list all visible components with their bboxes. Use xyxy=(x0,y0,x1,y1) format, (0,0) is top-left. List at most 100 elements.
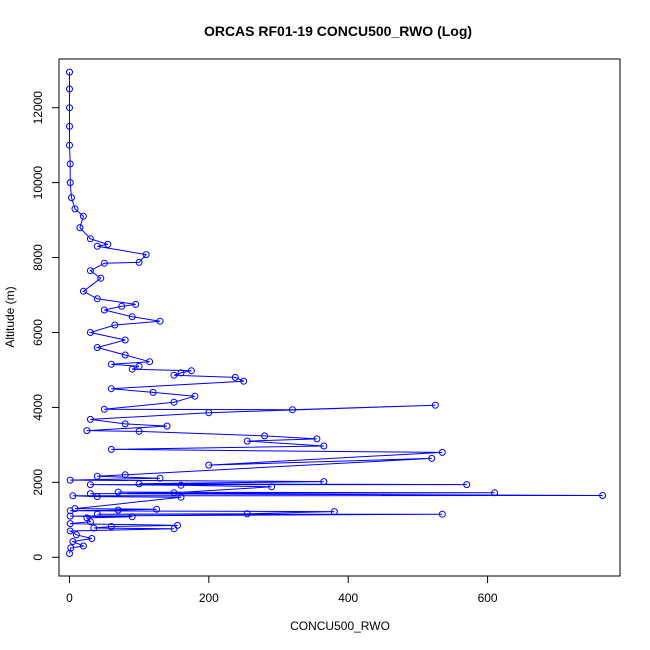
data-point xyxy=(67,544,75,552)
data-point xyxy=(66,68,73,76)
data-point xyxy=(79,212,87,220)
data-point xyxy=(163,422,171,430)
data-point xyxy=(146,358,154,366)
data-point xyxy=(66,179,74,187)
data-point xyxy=(156,474,164,482)
data-point xyxy=(69,538,77,545)
data-point xyxy=(93,510,101,518)
data-point xyxy=(90,524,98,532)
data-point xyxy=(66,104,73,112)
data-point xyxy=(86,329,94,336)
data-point xyxy=(431,401,439,409)
data-point xyxy=(100,405,108,413)
data-point xyxy=(135,480,143,488)
data-point xyxy=(86,490,94,498)
y-tick-label: 6000 xyxy=(31,319,45,346)
data-point xyxy=(463,481,471,489)
data-point xyxy=(86,267,94,275)
data-point xyxy=(135,258,143,266)
data-point xyxy=(100,306,108,314)
data-point xyxy=(177,493,185,501)
x-tick-label: 600 xyxy=(478,591,498,605)
data-point xyxy=(142,251,150,259)
data-point xyxy=(86,518,94,526)
data-point xyxy=(107,523,115,530)
y-tick-label: 2000 xyxy=(31,469,45,496)
x-tick-label: 200 xyxy=(199,591,219,605)
data-point xyxy=(132,300,140,308)
data-point xyxy=(170,489,178,497)
data-point xyxy=(83,514,91,522)
data-point xyxy=(107,445,115,453)
plot-frame xyxy=(58,58,621,577)
data-point xyxy=(104,240,112,248)
data-point xyxy=(114,488,122,496)
data-point xyxy=(438,510,446,518)
data-point xyxy=(72,531,80,539)
data-point xyxy=(93,472,101,480)
data-point xyxy=(66,141,73,149)
data-point xyxy=(76,224,84,232)
data-point xyxy=(86,481,94,489)
data-point xyxy=(135,427,143,435)
data-point xyxy=(66,527,74,535)
data-point xyxy=(69,492,77,500)
data-point xyxy=(93,295,101,303)
data-point xyxy=(177,369,185,377)
data-point xyxy=(330,508,338,516)
data-point xyxy=(320,478,328,486)
data-point xyxy=(243,437,251,445)
data-point xyxy=(121,336,129,344)
data-point xyxy=(68,194,75,202)
series-line xyxy=(68,72,603,554)
data-point xyxy=(261,432,269,440)
data-point xyxy=(135,362,143,370)
data-point xyxy=(83,427,91,435)
data-point xyxy=(71,505,79,513)
data-point xyxy=(289,406,296,414)
data-point xyxy=(79,542,87,550)
data-point xyxy=(243,510,251,518)
data-point xyxy=(111,321,119,329)
data-point xyxy=(170,398,178,406)
data-point xyxy=(177,481,185,489)
data-point xyxy=(170,371,178,379)
data-point xyxy=(121,471,129,479)
x-tick-label: 0 xyxy=(66,591,73,605)
data-point xyxy=(174,521,181,529)
data-point xyxy=(66,512,74,520)
data-point xyxy=(320,442,328,450)
data-point xyxy=(191,392,199,400)
y-tick-label: 12000 xyxy=(31,91,45,125)
data-point xyxy=(268,483,276,491)
y-tick-label: 8000 xyxy=(31,244,45,271)
data-point xyxy=(93,344,101,351)
x-axis: 0 200 400 600 xyxy=(66,575,498,605)
data-point xyxy=(88,535,96,542)
y-tick-label: 10000 xyxy=(31,166,45,200)
data-point xyxy=(128,365,136,373)
data-point xyxy=(231,373,239,381)
data-point xyxy=(107,385,115,393)
data-point xyxy=(114,506,122,514)
data-point xyxy=(93,242,101,250)
data-point xyxy=(187,367,195,375)
data-point xyxy=(86,415,94,423)
data-point xyxy=(86,235,94,243)
data-point xyxy=(428,454,436,462)
data-point xyxy=(107,360,115,368)
y-axis-label: Altitude (m) xyxy=(3,286,17,347)
data-point xyxy=(153,505,161,513)
data-point xyxy=(66,85,73,93)
data-point xyxy=(128,513,136,521)
data-point xyxy=(121,420,129,428)
data-point xyxy=(128,313,136,321)
y-tick-label: 4000 xyxy=(31,394,45,421)
data-point xyxy=(149,388,157,396)
y-tick-label: 0 xyxy=(31,554,45,561)
data-point xyxy=(438,448,446,456)
data-point xyxy=(205,461,213,469)
chart-title: ORCAS RF01-19 CONCU500_RWO (Log) xyxy=(204,23,472,39)
